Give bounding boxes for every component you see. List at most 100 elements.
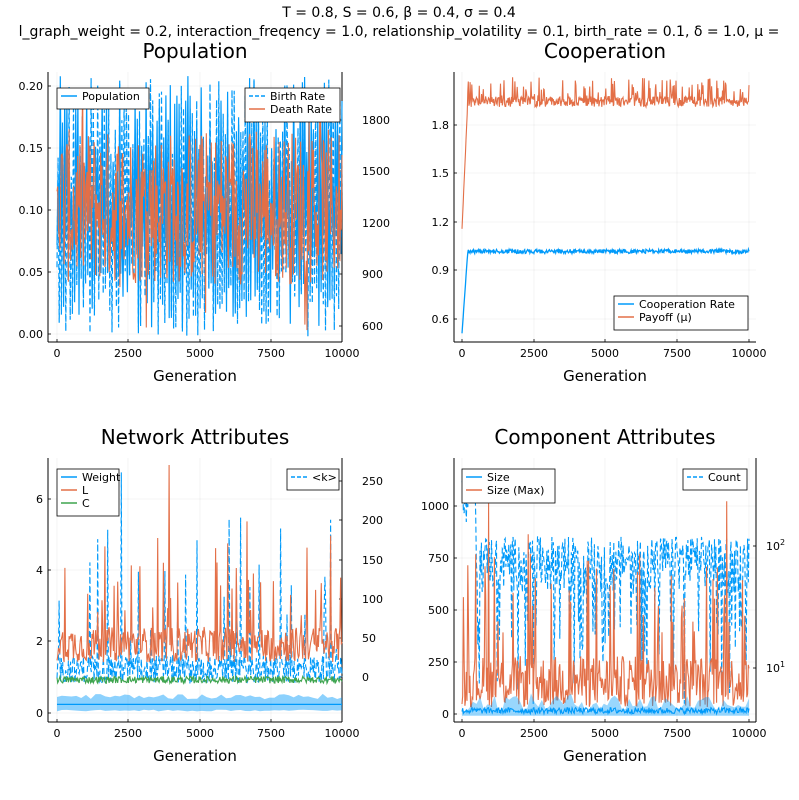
legend-label: C: [82, 497, 90, 510]
y-tick-label: 0.10: [19, 204, 44, 217]
y2-tick-label: 200: [362, 514, 383, 527]
panel-cooperation: 0 2500 5000 7500 10000 0.6 0.9 1.2 1.5 1.8 Coopera…: [432, 39, 767, 385]
legend-label: Death Rate: [270, 103, 332, 116]
legend-label: Cooperation Rate: [639, 298, 735, 311]
y2-tick-label: 1800: [362, 114, 390, 127]
series-weight-band: [57, 693, 342, 712]
x-tick-label: 10000: [732, 347, 767, 360]
y-tick-label: 0: [442, 708, 449, 721]
y-tick-label: 0.9: [432, 264, 450, 277]
legend: <k>: [286, 468, 340, 491]
x-tick-label: 7500: [663, 347, 691, 360]
y2-tick-label: 250: [362, 475, 383, 488]
legend-label: <k>: [312, 471, 337, 484]
x-axis-label: Generation: [563, 367, 647, 385]
x-tick-label: 10000: [325, 347, 360, 360]
y2-tick-label: 1500: [362, 165, 390, 178]
series-payoff: [461, 77, 750, 229]
panel-title: Population: [142, 39, 247, 63]
y2-tick-label: 600: [362, 320, 383, 333]
y-tick-label: 750: [428, 552, 449, 565]
y-tick-label: 1.2: [432, 216, 450, 229]
panel-title: Cooperation: [544, 39, 666, 63]
legend-frame: [682, 468, 748, 491]
y2-tick-base: 10: [766, 662, 780, 675]
y-tick-label: 0.15: [19, 142, 44, 155]
x-tick-label: 0: [54, 347, 61, 360]
x-tick-label: 0: [459, 347, 466, 360]
y-tick-label: 4: [36, 564, 43, 577]
x-tick-label: 2500: [114, 727, 142, 740]
x-tick-label: 2500: [520, 727, 548, 740]
legend-frame: [286, 468, 340, 491]
y-tick-label: 0.00: [19, 328, 44, 341]
y2-tick-label: 50: [362, 632, 376, 645]
legend-label: L: [82, 484, 89, 497]
x-axis-label: Generation: [153, 747, 237, 765]
legend-label: Birth Rate: [270, 90, 325, 103]
y-tick-label: 0: [36, 707, 43, 720]
x-tick-label: 10000: [732, 727, 767, 740]
x-tick-label: 7500: [257, 727, 285, 740]
series-size-max: [461, 501, 750, 709]
y2-tick-label: 1200: [362, 217, 390, 230]
y2-tick-label: 150: [362, 554, 383, 567]
x-tick-label: 2500: [114, 347, 142, 360]
x-tick-label: 0: [54, 727, 61, 740]
x-tick-label: 5000: [186, 727, 214, 740]
series-birth-rate: [56, 78, 343, 337]
panel-component: 0 2500 5000 7500 10000 0 250 500 750 1000 Componen…: [421, 425, 785, 765]
y2-tick-exponent: 1: [780, 660, 785, 669]
panel-title: Component Attributes: [494, 425, 715, 449]
x-tick-label: 7500: [257, 347, 285, 360]
suptitle-line-2: l_graph_weight = 0.2, interaction_freqen…: [19, 24, 780, 40]
y-tick-label: 250: [428, 656, 449, 669]
legend-frame: [56, 87, 150, 110]
y-tick-label: 6: [36, 493, 43, 506]
series-l: [56, 464, 343, 663]
suptitle-line-1: T = 0.8, S = 0.6, β = 0.4, σ = 0.4: [281, 5, 516, 21]
x-axis-label: Generation: [153, 367, 237, 385]
y-tick-label: 2: [36, 635, 43, 648]
series-cooperation-rate: [461, 246, 750, 334]
x-tick-label: 7500: [663, 727, 691, 740]
y-tick-label: 1000: [421, 500, 449, 513]
x-tick-label: 5000: [591, 347, 619, 360]
legend-label: Payoff (μ): [639, 311, 692, 324]
y-tick-label: 0.6: [432, 313, 450, 326]
y2-tick-label: 101: [766, 660, 785, 675]
y-tick-label: 1.5: [432, 167, 450, 180]
y2-tick-label: 0: [362, 671, 369, 684]
series-size: [461, 705, 750, 716]
legend-label: Count: [708, 471, 741, 484]
panel-title: Network Attributes: [101, 425, 290, 449]
y-tick-label: 1.8: [432, 119, 450, 132]
legend-label: Size: [487, 471, 510, 484]
y2-tick-exponent: 2: [780, 538, 785, 547]
x-tick-label: 10000: [325, 727, 360, 740]
legend: Count: [682, 468, 748, 491]
legend-frame: [244, 87, 341, 123]
y2-tick-base: 10: [766, 540, 780, 553]
x-tick-label: 2500: [520, 347, 548, 360]
x-tick-label: 5000: [186, 347, 214, 360]
series-c: [56, 674, 343, 686]
y2-tick-label: 100: [362, 593, 383, 606]
y-tick-label: 0.05: [19, 266, 44, 279]
legend-label: Size (Max): [487, 484, 544, 497]
x-axis-label: Generation: [563, 747, 647, 765]
legend-frame: [613, 295, 749, 331]
x-tick-label: 5000: [591, 727, 619, 740]
legend-frame: [461, 468, 556, 504]
legend: Population: [56, 87, 150, 110]
y-tick-label: 500: [428, 604, 449, 617]
series-death-rate: [56, 90, 343, 331]
y-tick-label: 0.20: [19, 80, 44, 93]
legend-label: Weight: [82, 471, 121, 484]
y2-tick-label: 102: [766, 538, 785, 553]
